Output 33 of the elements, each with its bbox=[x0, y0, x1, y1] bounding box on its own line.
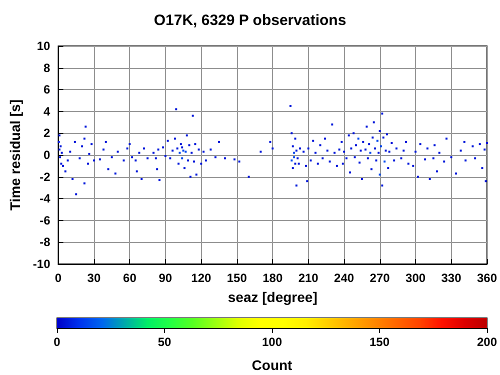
x-tick-label: 60 bbox=[123, 271, 137, 285]
color-bar-label: 150 bbox=[369, 335, 390, 349]
y-tick-label: 8 bbox=[44, 60, 51, 75]
x-tick-label: 360 bbox=[476, 271, 498, 285]
x-tick-label: 240 bbox=[334, 271, 354, 285]
y-tick-label: -4 bbox=[40, 192, 51, 206]
x-axis-title: seaz [degree] bbox=[228, 289, 318, 305]
x-tick-label: 210 bbox=[298, 271, 319, 285]
color-bar-label: 100 bbox=[262, 335, 282, 349]
x-tick-label: 180 bbox=[262, 271, 283, 285]
color-bar-label: 0 bbox=[54, 335, 61, 349]
x-tick-label: 0 bbox=[54, 271, 62, 285]
y-tick-label: -2 bbox=[40, 170, 51, 184]
y-tick-label: 6 bbox=[44, 82, 51, 97]
x-tick-label: 150 bbox=[226, 271, 248, 285]
y-axis-title: Time residual [s] bbox=[7, 99, 23, 211]
y-tick-label: 10 bbox=[36, 39, 51, 53]
y-tick-label: -10 bbox=[32, 257, 51, 271]
y-tick-label: 2 bbox=[44, 126, 51, 140]
x-tick-label: 270 bbox=[370, 271, 390, 285]
chart-title: O17K, 6329 P observations bbox=[154, 12, 346, 29]
x-tick-label: 30 bbox=[87, 271, 101, 285]
color-bar-label: 50 bbox=[158, 335, 172, 349]
color-bar-title: Count bbox=[252, 357, 293, 373]
x-tick-label: 90 bbox=[158, 271, 172, 285]
y-tick-label: 0 bbox=[44, 148, 51, 162]
y-tick-label: -8 bbox=[40, 235, 51, 250]
x-tick-label: 300 bbox=[406, 271, 426, 285]
y-tick-label: -6 bbox=[40, 213, 51, 228]
color-bar-label: 200 bbox=[476, 335, 498, 349]
x-tick-label: 120 bbox=[191, 271, 212, 285]
y-tick-label: 4 bbox=[44, 104, 51, 118]
x-tick-label: 330 bbox=[441, 271, 462, 285]
